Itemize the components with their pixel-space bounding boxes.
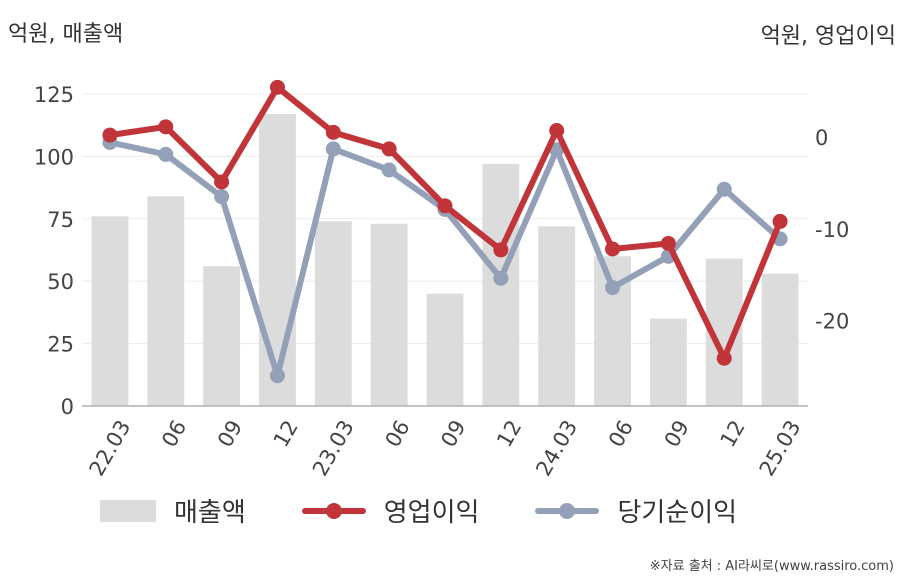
left-tick-label: 75 xyxy=(47,208,74,232)
right-axis-unit: 억원, 영업이익 xyxy=(760,24,896,49)
point-net-income xyxy=(158,146,174,162)
point-net-income xyxy=(716,181,732,197)
point-operating-profit xyxy=(660,235,676,251)
right-tick-label: 0 xyxy=(815,126,828,150)
point-net-income xyxy=(325,141,341,157)
legend-swatch-net-income xyxy=(535,499,600,523)
x-tick-label: 24.03 xyxy=(531,416,582,480)
bar-revenue xyxy=(426,293,464,406)
point-operating-profit xyxy=(102,127,118,143)
point-net-income xyxy=(381,162,397,178)
point-operating-profit xyxy=(325,124,341,140)
point-operating-profit xyxy=(493,242,509,258)
source-note: ※자료 출처 : AI라씨로(www.rassiro.com) xyxy=(649,559,894,574)
left-tick-label: 50 xyxy=(47,270,74,294)
x-tick-label: 12 xyxy=(269,416,303,451)
point-operating-profit xyxy=(269,79,285,95)
bar-revenue xyxy=(203,266,241,406)
bar-revenue xyxy=(314,221,352,406)
left-tick-label: 0 xyxy=(61,395,74,419)
bar-revenue xyxy=(91,216,129,406)
chart-legend: 매출액 영업이익 당기순이익 xyxy=(100,492,793,529)
point-operating-profit xyxy=(549,123,565,139)
right-tick-label: -10 xyxy=(815,218,849,242)
x-tick-label: 06 xyxy=(380,416,414,451)
x-tick-label: 25.03 xyxy=(755,416,806,480)
point-operating-profit xyxy=(605,241,621,257)
point-operating-profit xyxy=(381,141,397,157)
x-tick-label: 06 xyxy=(157,416,191,451)
x-tick-label: 12 xyxy=(716,416,750,451)
point-net-income xyxy=(549,142,565,158)
legend-label-net-income: 당기순이익 xyxy=(617,498,738,528)
left-tick-label: 25 xyxy=(47,333,74,357)
x-tick-label: 12 xyxy=(492,416,526,451)
point-operating-profit xyxy=(214,174,230,190)
legend-item-net-income: 당기순이익 xyxy=(535,492,737,529)
x-tick-label: 09 xyxy=(660,416,694,451)
legend-swatch-revenue xyxy=(100,499,156,522)
x-tick-label: 22.03 xyxy=(85,416,136,480)
left-axis-unit: 억원, 매출액 xyxy=(8,22,124,47)
point-net-income xyxy=(214,189,230,205)
bar-revenue xyxy=(147,196,185,406)
bar-revenue xyxy=(649,318,687,406)
point-net-income xyxy=(605,280,621,296)
x-tick-label: 09 xyxy=(213,416,247,451)
legend-item-operating-profit: 영업이익 xyxy=(301,492,480,529)
left-tick-label: 100 xyxy=(34,145,74,169)
x-tick-label: 23.03 xyxy=(308,416,359,480)
bar-revenue xyxy=(761,273,799,406)
legend-label-revenue: 매출액 xyxy=(174,498,246,528)
legend-label-operating-profit: 영업이익 xyxy=(383,498,480,528)
bar-revenue xyxy=(538,226,576,406)
point-operating-profit xyxy=(437,198,453,214)
legend-item-revenue: 매출액 xyxy=(100,492,246,529)
point-net-income xyxy=(269,368,285,384)
point-operating-profit xyxy=(716,350,732,366)
point-net-income xyxy=(493,270,509,286)
point-operating-profit xyxy=(772,213,788,229)
point-operating-profit xyxy=(158,119,174,135)
left-tick-label: 125 xyxy=(34,83,74,107)
legend-swatch-operating-profit xyxy=(301,499,366,523)
bar-revenue xyxy=(259,113,296,406)
right-tick-label: -20 xyxy=(815,310,849,334)
bar-revenue xyxy=(370,223,408,406)
x-tick-label: 09 xyxy=(436,416,470,451)
x-tick-label: 06 xyxy=(604,416,638,451)
